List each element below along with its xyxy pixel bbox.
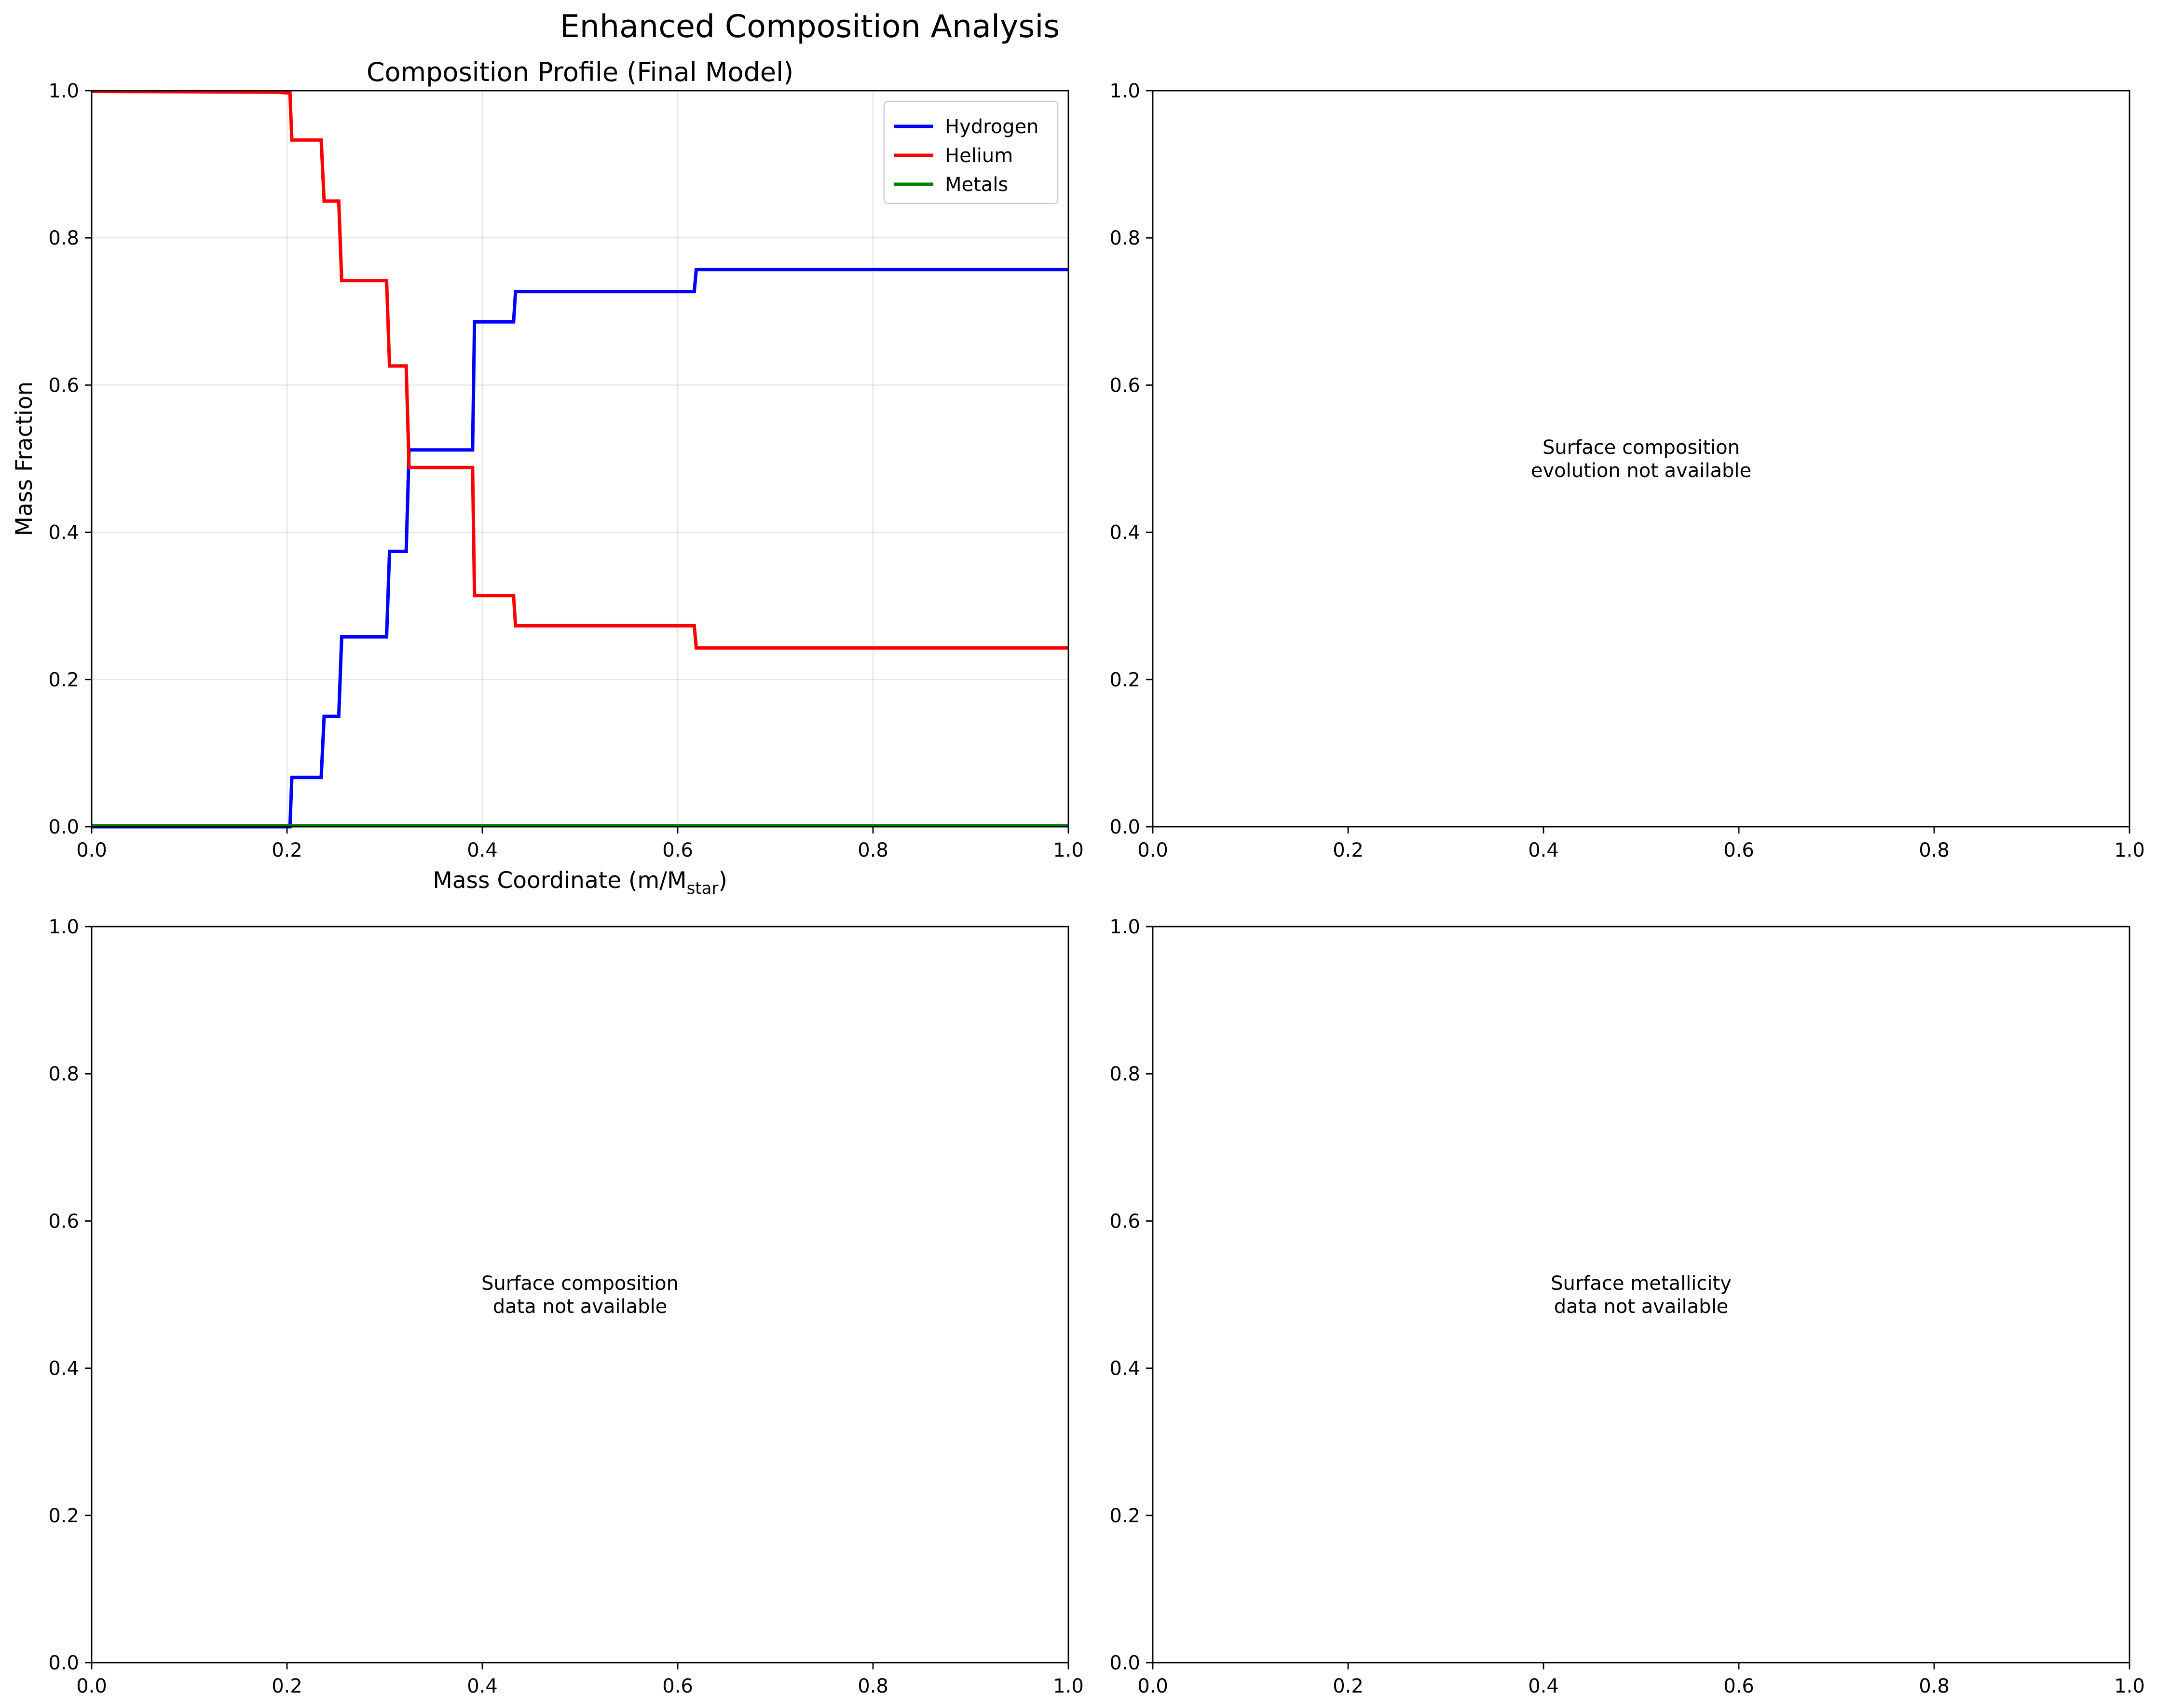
- x-tick-label: 1.0: [1053, 1675, 1084, 1697]
- x-tick-label: 0.0: [76, 1675, 107, 1697]
- x-tick-label: 0.4: [1528, 839, 1559, 861]
- y-tick-label: 1.0: [1109, 80, 1140, 102]
- figure-suptitle: Enhanced Composition Analysis: [560, 9, 1060, 45]
- panel-annotation: data not available: [1554, 1296, 1729, 1318]
- y-tick-label: 0.0: [48, 1652, 79, 1674]
- panel-annotation: evolution not available: [1531, 460, 1751, 482]
- y-tick-label: 0.4: [1109, 1358, 1140, 1380]
- x-tick-label: 0.8: [1919, 839, 1950, 861]
- y-tick-label: 1.0: [48, 80, 79, 102]
- x-tick-label: 0.4: [1528, 1675, 1559, 1697]
- x-tick-label: 0.2: [272, 1675, 302, 1697]
- panel-annotation: Surface metallicity: [1551, 1272, 1732, 1295]
- y-tick-label: 0.4: [48, 522, 79, 544]
- series-line-hydrogen: [92, 268, 1068, 829]
- y-tick-label: 0.2: [48, 669, 79, 691]
- x-tick-label: 0.8: [858, 839, 888, 861]
- y-tick-label: 0.0: [1109, 816, 1140, 838]
- legend-label-metals: Metals: [945, 174, 1008, 196]
- x-tick-label: 0.2: [1333, 1675, 1364, 1697]
- y-tick-label: 0.6: [1109, 374, 1140, 396]
- panel-3: 0.0 0.2 0.4 0.6 0.8 1.0 0.0 0.2 0.4 0.6 0.8 1.0 Surf…: [48, 916, 1083, 1697]
- y-tick-label: 0.6: [48, 374, 79, 396]
- x-tick-label: 0.2: [272, 839, 302, 861]
- x-tick-label: 0.0: [1137, 839, 1168, 861]
- y-tick-label: 1.0: [48, 916, 79, 938]
- x-tick-label: 0.4: [467, 1675, 498, 1697]
- axes-frame: [1152, 90, 2130, 828]
- x-tick-label: 0.4: [467, 839, 498, 861]
- x-tick-label: 0.0: [76, 839, 107, 861]
- panel-annotation: data not available: [493, 1296, 668, 1318]
- y-tick-label: 0.2: [48, 1505, 79, 1527]
- y-tick-label: 0.4: [1109, 522, 1140, 544]
- y-tick-label: 0.8: [1109, 227, 1140, 249]
- y-tick-label: 0.6: [48, 1210, 79, 1232]
- panel-1: 0.0 0.2 0.4 0.6 0.8 1.0 0.0 0.2 0.4 0.6 0.8 1.0 Comp…: [11, 57, 1084, 898]
- y-tick-label: 0.2: [1109, 1505, 1140, 1527]
- series-line-helium: [91, 90, 1068, 650]
- x-tick-label: 0.6: [662, 1675, 693, 1697]
- axes-frame: [91, 926, 1069, 1664]
- axes-frame: [1152, 926, 2130, 1664]
- legend-label-helium: Helium: [945, 145, 1013, 167]
- y-tick-label: 0.0: [1109, 1652, 1140, 1674]
- x-tick-label: 0.6: [1723, 1675, 1754, 1697]
- y-tick-label: 0.2: [1109, 669, 1140, 691]
- legend-label-hydrogen: Hydrogen: [945, 116, 1039, 138]
- panel-annotation: Surface composition: [1543, 437, 1740, 459]
- y-tick-label: 0.8: [48, 1063, 79, 1085]
- panel-annotation: Surface composition: [481, 1272, 679, 1295]
- x-tick-label: 0.0: [1137, 1675, 1168, 1697]
- y-tick-label: 0.8: [48, 227, 79, 249]
- x-tick-label: 0.8: [858, 1675, 888, 1697]
- panel-2: 0.0 0.2 0.4 0.6 0.8 1.0 0.0 0.2 0.4 0.6 0.8 1.0 Surf…: [1109, 80, 2144, 861]
- x-tick-label: 1.0: [2114, 1675, 2145, 1697]
- x-tick-label: 0.2: [1333, 839, 1364, 861]
- y-tick-label: 1.0: [1109, 916, 1140, 938]
- y-tick-label: 0.8: [1109, 1063, 1140, 1085]
- x-tick-label: 0.6: [1723, 839, 1754, 861]
- panel-4: 0.0 0.2 0.4 0.6 0.8 1.0 0.0 0.2 0.4 0.6 0.8 1.0 Surf…: [1109, 916, 2144, 1697]
- panel-title: Composition Profile (Final Model): [367, 57, 793, 87]
- x-tick-label: 1.0: [1053, 839, 1084, 861]
- y-tick-label: 0.0: [48, 816, 79, 838]
- x-tick-label: 0.8: [1919, 1675, 1950, 1697]
- y-tick-label: 0.4: [48, 1358, 79, 1380]
- y-axis-label: Mass Fraction: [11, 382, 38, 536]
- y-tick-label: 0.6: [1109, 1210, 1140, 1232]
- axes-frame: [91, 90, 1069, 828]
- x-axis-label: Mass Coordinate (m/Mstar): [433, 867, 727, 898]
- x-tick-label: 1.0: [2114, 839, 2145, 861]
- x-tick-label: 0.6: [662, 839, 693, 861]
